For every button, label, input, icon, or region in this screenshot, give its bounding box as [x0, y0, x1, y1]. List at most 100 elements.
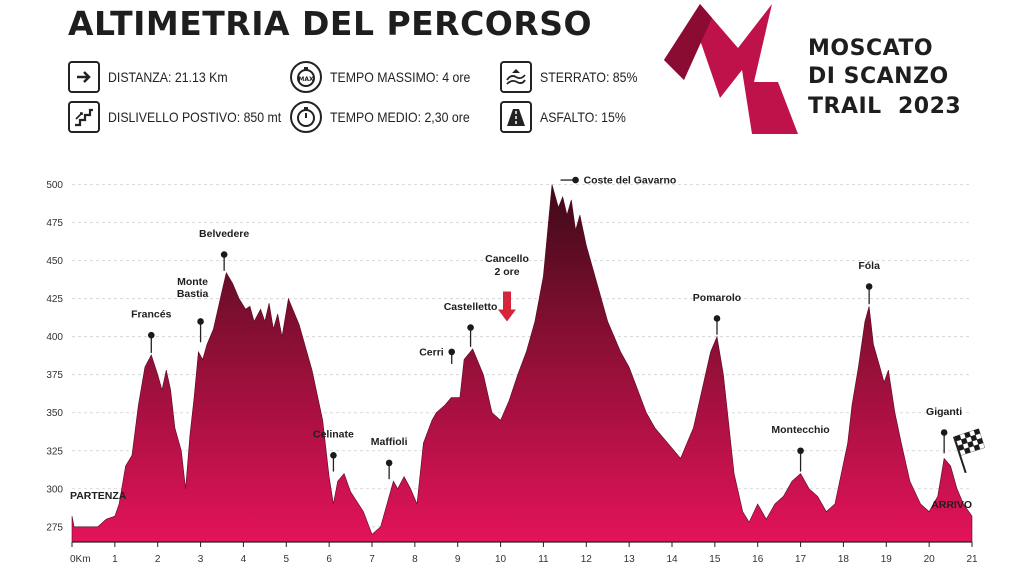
- peak-label: Pomarolo: [693, 292, 741, 304]
- start-label: PARTENZA: [70, 490, 127, 502]
- stat-asphalt: ASFALTO: 15%: [500, 100, 638, 134]
- down-arrow-icon: [498, 291, 516, 322]
- dirt-road-icon: [500, 61, 532, 93]
- event-logo: MOSCATO DI SCANZO TRAIL 2023: [660, 0, 1000, 140]
- svg-text:MAX: MAX: [298, 76, 314, 83]
- peak-label-line2: Bastia: [177, 288, 209, 300]
- y-tick-label: 300: [46, 484, 63, 495]
- stat-avg-time-label: TEMPO MEDIO: 2,30 ore: [330, 109, 470, 125]
- end-label: ARRIVO: [931, 499, 972, 511]
- peak-pin: [865, 283, 873, 290]
- x-tick-label: 21: [966, 554, 978, 565]
- stat-max-time: MAX TEMPO MASSIMO: 4 ore: [290, 60, 489, 94]
- annotation-label: Cancello: [485, 253, 529, 265]
- peak-marker: Pomarolo: [693, 292, 741, 335]
- x-tick-label: 8: [412, 554, 418, 565]
- x-tick-label: 5: [284, 554, 290, 565]
- y-tick-label: 350: [46, 408, 63, 419]
- stairs-icon: [68, 101, 100, 133]
- x-tick-label: 15: [709, 554, 721, 565]
- stat-avg-time: TEMPO MEDIO: 2,30 ore: [290, 100, 489, 134]
- y-axis: 275 300 325 350 375 400 425 450 475 500: [46, 180, 63, 533]
- x-tick-label: 19: [881, 554, 893, 565]
- y-tick-label: 425: [46, 294, 63, 305]
- peak-pin: [572, 176, 579, 184]
- annotation-label-line2: 2 ore: [494, 266, 519, 278]
- peak-label: Coste del Gavarno: [584, 175, 677, 187]
- elevation-area: [71, 184, 973, 543]
- peak-pin: [797, 447, 804, 455]
- peak-marker: Belvedere: [199, 228, 249, 271]
- x-tick-label: 12: [581, 554, 593, 565]
- stat-max-time-label: TEMPO MASSIMO: 4 ore: [330, 69, 471, 85]
- stat-asphalt-label: ASFALTO: 15%: [540, 109, 626, 125]
- paved-road-icon: [500, 101, 532, 133]
- y-tick-label: 275: [46, 522, 63, 533]
- peak-marker: Celinate: [313, 429, 354, 472]
- peak-pin: [330, 452, 337, 459]
- peak-marker: Castelletto: [444, 301, 498, 347]
- peak-marker: Fóla: [858, 260, 880, 305]
- stat-dirt-label: STERRATO: 85%: [540, 69, 638, 85]
- y-tick-label: 500: [46, 180, 63, 191]
- x-tick-label: 10: [495, 554, 507, 565]
- peak-pin: [467, 324, 474, 331]
- x-tick-label: 13: [624, 554, 636, 565]
- peak-marker: Cerri: [419, 346, 456, 364]
- x-tick-label: 11: [538, 554, 549, 565]
- logo-m-mark: [664, 4, 798, 134]
- logo-year: 2023: [898, 94, 962, 119]
- peak-pin: [220, 251, 228, 258]
- y-tick-label: 325: [46, 446, 63, 457]
- peak-label: Francés: [131, 308, 171, 320]
- peak-label: Montecchio: [771, 424, 829, 436]
- stopwatch-icon: [290, 101, 322, 133]
- x-tick-label: 17: [795, 554, 807, 565]
- peak-label: Castelletto: [444, 301, 498, 313]
- peak-marker: Francés: [131, 308, 172, 353]
- x-tick-label: 3: [198, 554, 204, 565]
- stat-distance: DISTANZA: 21.13 Km: [68, 60, 244, 94]
- peak-marker: Montecchio: [771, 424, 830, 472]
- peak-label: Monte: [177, 276, 208, 288]
- stopwatch-max-icon: MAX: [290, 61, 322, 93]
- logo-line3: TRAIL: [808, 94, 882, 119]
- peak-pin: [385, 459, 393, 467]
- stat-distance-label: DISTANZA: 21.13 Km: [108, 69, 228, 85]
- x-tick-label: 0Km: [70, 554, 91, 565]
- stat-elevation-label: DISLIVELLO POSTIVO: 850 mt: [108, 109, 282, 125]
- peak-pin: [713, 315, 721, 322]
- finish-flag-icon: [953, 428, 986, 474]
- x-tick-label: 4: [241, 554, 247, 565]
- peak-pin: [940, 429, 948, 436]
- peak-marker: Giganti: [926, 406, 962, 454]
- y-tick-label: 375: [46, 370, 63, 381]
- x-tick-label: 9: [455, 554, 461, 565]
- x-tick-label: 18: [838, 554, 850, 565]
- x-tick-label: 7: [369, 554, 375, 565]
- x-tick-label: 2: [155, 554, 161, 565]
- x-axis: 0Km 1 2 3 4 5 6 7 8 9 10 11 12 13 14 15 16 17 18 19 20 21: [70, 541, 978, 565]
- peak-pin: [147, 331, 155, 339]
- y-tick-label: 475: [46, 218, 63, 229]
- x-tick-label: 6: [326, 554, 332, 565]
- x-tick-label: 1: [112, 554, 118, 565]
- peak-label: Cerri: [419, 346, 444, 358]
- peak-marker: Coste del Gavarno: [560, 175, 677, 187]
- peak-pin: [448, 348, 456, 356]
- y-tick-label: 400: [46, 332, 63, 343]
- page-title: ALTIMETRIA DEL PERCORSO: [68, 4, 593, 43]
- stat-elevation: DISLIVELLO POSTIVO: 850 mt: [68, 100, 305, 134]
- y-tick-label: 450: [46, 256, 63, 267]
- x-tick-label: 20: [924, 554, 936, 565]
- stat-dirt: STERRATO: 85%: [500, 60, 651, 94]
- logo-line2: DI SCANZO: [808, 64, 949, 89]
- peak-label: Belvedere: [199, 228, 249, 240]
- peak-label: Celinate: [313, 429, 354, 441]
- peak-label: Giganti: [926, 406, 962, 418]
